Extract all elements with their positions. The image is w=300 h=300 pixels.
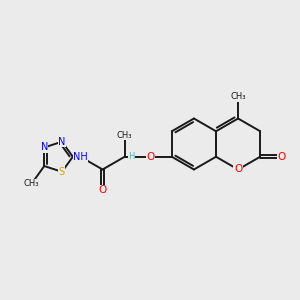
Text: CH₃: CH₃ xyxy=(117,130,132,140)
Text: CH₃: CH₃ xyxy=(230,92,246,101)
Text: N: N xyxy=(58,137,66,147)
Text: NH: NH xyxy=(73,152,88,162)
Text: O: O xyxy=(234,164,242,175)
Text: S: S xyxy=(59,167,65,177)
Text: O: O xyxy=(98,185,107,195)
Text: CH₃: CH₃ xyxy=(24,179,39,188)
Text: N: N xyxy=(40,142,48,152)
Text: O: O xyxy=(146,152,154,162)
Text: O: O xyxy=(278,152,286,162)
Text: H: H xyxy=(128,152,135,161)
